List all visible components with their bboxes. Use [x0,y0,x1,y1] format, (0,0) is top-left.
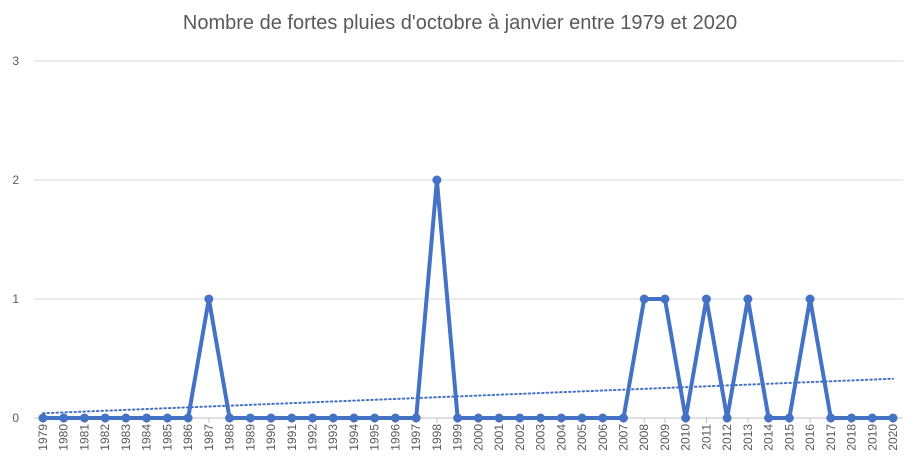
data-point [308,413,318,423]
data-point [639,294,649,304]
x-tick-label: 2000 [471,424,485,451]
data-point [722,413,732,423]
x-tick-label: 1989 [243,424,257,451]
x-tick-label: 2011 [699,424,713,450]
x-tick-label: 1981 [77,424,91,451]
x-tick-label: 2007 [616,424,630,451]
data-point [494,413,504,423]
data-point [245,413,255,423]
data-point [59,413,69,423]
data-point [784,413,794,423]
data-point [577,413,587,423]
x-tick-label: 2008 [637,424,651,451]
x-tick-label: 1986 [181,424,195,451]
x-tick-label: 1998 [430,424,444,451]
y-tick-label: 0 [12,411,19,425]
data-point [79,413,89,423]
data-point [204,294,214,304]
data-point [162,413,172,423]
data-point [536,413,546,423]
data-point [618,413,628,423]
data-point [867,413,877,423]
data-point [556,413,566,423]
data-point [266,413,276,423]
x-tick-label: 2004 [554,424,568,451]
data-point [370,413,380,423]
x-tick-label: 2017 [824,424,838,451]
data-point [743,294,753,304]
x-tick-label: 2018 [845,424,859,451]
data-point [287,413,297,423]
x-tick-label: 1995 [368,424,382,451]
x-tick-label: 1992 [306,424,320,451]
x-tick-label: 2016 [803,424,817,451]
data-point [515,413,525,423]
x-tick-label: 1990 [264,424,278,451]
x-tick-label: 1987 [202,424,216,451]
x-tick-label: 1979 [36,424,50,451]
x-tick-label: 1982 [98,424,112,451]
data-point [826,413,836,423]
y-tick-label: 3 [12,54,19,68]
data-point [100,413,110,423]
x-tick-label: 1988 [223,424,237,451]
y-tick-label: 1 [12,292,19,306]
x-tick-label: 2003 [534,424,548,451]
x-tick-label: 2010 [679,424,693,451]
data-point [121,413,131,423]
data-point [328,413,338,423]
chart-title: Nombre de fortes pluies d'octobre à janv… [182,12,738,34]
x-tick-label: 1983 [119,424,133,451]
x-tick-label: 2013 [741,424,755,451]
data-point [225,413,235,423]
data-point [805,294,815,304]
data-point [453,413,463,423]
x-tick-label: 2015 [782,424,796,451]
x-tick-label: 1991 [285,424,299,451]
y-tick-label: 2 [12,173,19,187]
x-tick-label: 2014 [762,424,776,451]
x-tick-label: 2001 [492,424,506,451]
x-tick-label: 2012 [720,424,734,451]
x-tick-label: 1996 [388,424,402,451]
data-point [764,413,774,423]
data-point [390,413,400,423]
data-point [411,413,421,423]
x-tick-label: 1997 [409,424,423,451]
x-tick-label: 1999 [451,424,465,451]
x-tick-label: 2019 [865,424,879,451]
data-point [701,294,711,304]
data-point [888,413,898,423]
x-tick-label: 2006 [596,424,610,451]
data-point [660,294,670,304]
x-tick-label: 2009 [658,424,672,451]
data-point [38,413,48,423]
data-point [847,413,857,423]
x-tick-label: 2020 [886,424,900,451]
x-tick-label: 2005 [575,424,589,451]
data-point [598,413,608,423]
x-tick-label: 1984 [140,424,154,451]
data-point [473,413,483,423]
x-tick-label: 1994 [347,424,361,451]
x-tick-label: 1980 [57,424,71,451]
data-point [432,175,442,185]
trendline [42,377,894,415]
data-point [681,413,691,423]
data-point [142,413,152,423]
data-point [183,413,193,423]
data-point [349,413,359,423]
x-tick-label: 2002 [513,424,527,451]
x-tick-label: 1985 [160,424,174,451]
x-tick-label: 1993 [326,424,340,451]
